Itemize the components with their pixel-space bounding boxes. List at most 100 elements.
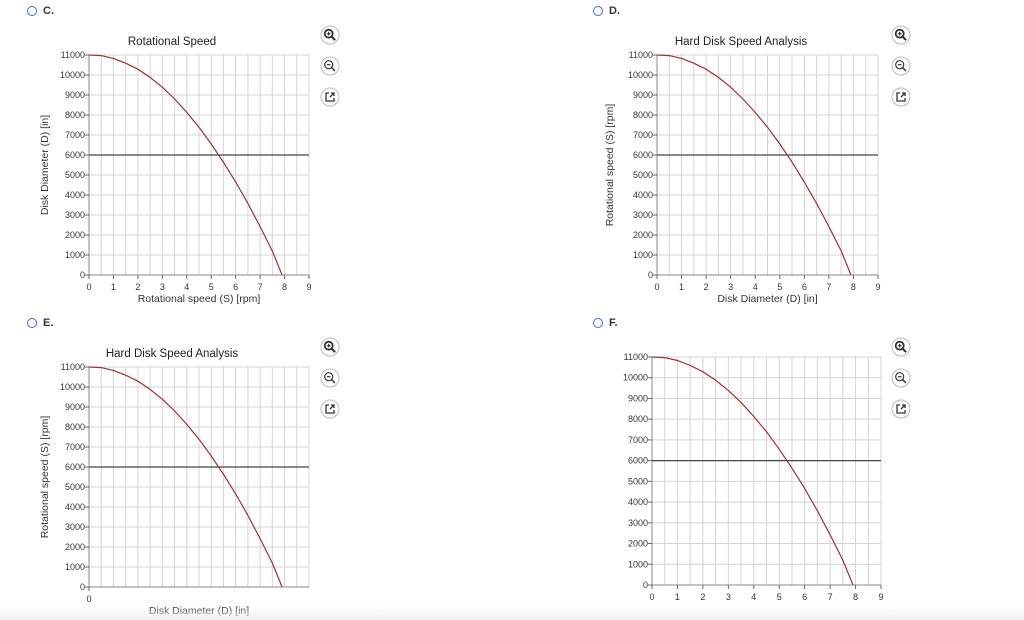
zoom-in-icon[interactable] xyxy=(891,25,911,45)
y-tick-label: 3000 xyxy=(633,210,653,220)
x-tick-label: 6 xyxy=(802,592,807,602)
y-tick-label: 2000 xyxy=(633,230,653,240)
y-tick-label: 9000 xyxy=(65,90,85,100)
y-tick-label: 1000 xyxy=(65,250,85,260)
bottom-fade xyxy=(0,606,1024,620)
y-tick-label: 6000 xyxy=(628,456,648,466)
y-tick-label: 7000 xyxy=(65,130,85,140)
x-tick-label: 0 xyxy=(86,594,91,604)
option-f[interactable]: F. xyxy=(593,317,618,329)
x-tick-label: 1 xyxy=(675,592,680,602)
option-label: E. xyxy=(43,317,54,329)
x-axis-label: Disk Diameter (D) [in] xyxy=(717,293,817,305)
x-tick-label: 1 xyxy=(111,282,116,292)
y-tick-label: 10000 xyxy=(60,70,85,80)
y-tick-label: 9000 xyxy=(628,393,648,403)
chart-tools-e xyxy=(320,337,340,419)
y-tick-label: 4000 xyxy=(633,190,653,200)
y-axis-label: Rotational speed (S) [rpm] xyxy=(604,104,616,227)
x-tick-label: 3 xyxy=(728,282,733,292)
y-tick-label: 3000 xyxy=(65,210,85,220)
x-tick-label: 0 xyxy=(649,592,654,602)
x-tick-label: 9 xyxy=(875,282,880,292)
y-tick-label: 2000 xyxy=(65,230,85,240)
open-external-icon[interactable] xyxy=(891,87,911,107)
x-tick-label: 8 xyxy=(851,282,856,292)
chart-tools-c xyxy=(320,25,340,107)
chart-e: 0 1000 2000 3000 4000 5000 6000 7000 8000 9000 100… xyxy=(39,348,310,617)
x-tick-label: 6 xyxy=(802,282,807,292)
radio-button[interactable] xyxy=(593,6,603,16)
x-tick-label: 2 xyxy=(700,592,705,602)
y-tick-label: 5000 xyxy=(633,170,653,180)
y-tick-label: 6000 xyxy=(65,462,85,472)
option-e[interactable]: E. xyxy=(27,317,53,329)
y-tick-label: 8000 xyxy=(65,110,85,120)
chart-title: Hard Disk Speed Analysis xyxy=(675,36,808,48)
chart-panel-d: 0 1000 2000 3000 4000 5000 6000 7000 8000 9000 100… xyxy=(580,0,890,310)
x-tick-label: 7 xyxy=(828,592,833,602)
y-tick-label: 2000 xyxy=(65,542,85,552)
zoom-in-icon[interactable] xyxy=(891,337,911,357)
zoom-out-icon[interactable] xyxy=(320,56,340,76)
zoom-out-icon[interactable] xyxy=(891,368,911,388)
y-tick-label: 0 xyxy=(643,580,648,590)
option-c[interactable]: C. xyxy=(27,5,54,17)
x-tick-label: 4 xyxy=(753,282,758,292)
y-axis-label: Disk Diameter (D) [in] xyxy=(39,115,51,215)
speed-curve-line xyxy=(88,54,283,276)
y-tick-label: 5000 xyxy=(65,170,85,180)
zoom-in-icon[interactable] xyxy=(320,25,340,45)
y-tick-label: 4000 xyxy=(65,502,85,512)
option-label: F. xyxy=(609,317,618,329)
chart-title: Hard Disk Speed Analysis xyxy=(106,348,239,360)
y-tick-label: 4000 xyxy=(65,190,85,200)
chart-panel-f: 0 1000 2000 3000 4000 5000 6000 7000 8000 9000 100… xyxy=(580,300,890,610)
x-axis-label: Rotational speed (S) [rpm] xyxy=(138,293,261,305)
y-tick-label: 8000 xyxy=(65,422,85,432)
y-tick-label: 3000 xyxy=(628,518,648,528)
zoom-out-icon[interactable] xyxy=(320,368,340,388)
x-tick-label: 4 xyxy=(184,282,189,292)
chart-panel-c: 0 1000 2000 3000 4000 5000 6000 7000 8000 9000 100… xyxy=(0,0,330,310)
chart-title: Rotational Speed xyxy=(128,36,216,48)
radio-button[interactable] xyxy=(27,318,37,328)
radio-button[interactable] xyxy=(593,318,603,328)
x-tick-label: 3 xyxy=(726,592,731,602)
radio-button[interactable] xyxy=(27,6,37,16)
y-tick-label: 9000 xyxy=(65,402,85,412)
y-tick-label: 1000 xyxy=(628,559,648,569)
zoom-in-icon[interactable] xyxy=(320,337,340,357)
y-tick-label: 9000 xyxy=(633,90,653,100)
y-tick-label: 4000 xyxy=(628,497,648,507)
option-d[interactable]: D. xyxy=(593,5,620,17)
speed-curve-line xyxy=(656,54,852,276)
x-tick-label: 5 xyxy=(209,282,214,292)
x-tick-label: 4 xyxy=(751,592,756,602)
y-tick-label: 7000 xyxy=(633,130,653,140)
x-tick-label: 9 xyxy=(306,282,311,292)
zoom-out-icon[interactable] xyxy=(891,56,911,76)
x-tick-label: 1 xyxy=(679,282,684,292)
y-tick-label: 0 xyxy=(648,270,653,280)
y-tick-label: 8000 xyxy=(633,110,653,120)
y-tick-label: 0 xyxy=(80,270,85,280)
y-tick-label: 5000 xyxy=(628,476,648,486)
y-tick-label: 10000 xyxy=(628,70,653,80)
y-tick-label: 11000 xyxy=(629,50,653,60)
open-external-icon[interactable] xyxy=(320,399,340,419)
y-axis-label: Rotational speed (S) [rpm] xyxy=(39,416,51,539)
y-tick-label: 11000 xyxy=(61,362,85,372)
speed-curve-line xyxy=(88,366,283,588)
x-tick-label: 0 xyxy=(654,282,659,292)
chart-c: 0 1000 2000 3000 4000 5000 6000 7000 8000 9000 100… xyxy=(39,36,312,305)
y-tick-label: 1000 xyxy=(65,562,85,572)
x-tick-label: 7 xyxy=(258,282,263,292)
open-external-icon[interactable] xyxy=(320,87,340,107)
x-tick-label: 9 xyxy=(878,592,883,602)
x-tick-label: 5 xyxy=(777,592,782,602)
y-tick-label: 11000 xyxy=(624,352,648,362)
x-tick-label: 8 xyxy=(282,282,287,292)
open-external-icon[interactable] xyxy=(891,399,911,419)
x-tick-label: 2 xyxy=(135,282,140,292)
